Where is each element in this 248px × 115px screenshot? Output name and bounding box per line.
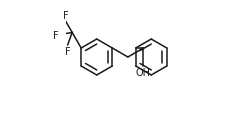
Text: F: F: [65, 46, 70, 56]
Text: F: F: [63, 11, 68, 21]
Text: F: F: [53, 30, 58, 40]
Text: OH: OH: [136, 67, 151, 77]
